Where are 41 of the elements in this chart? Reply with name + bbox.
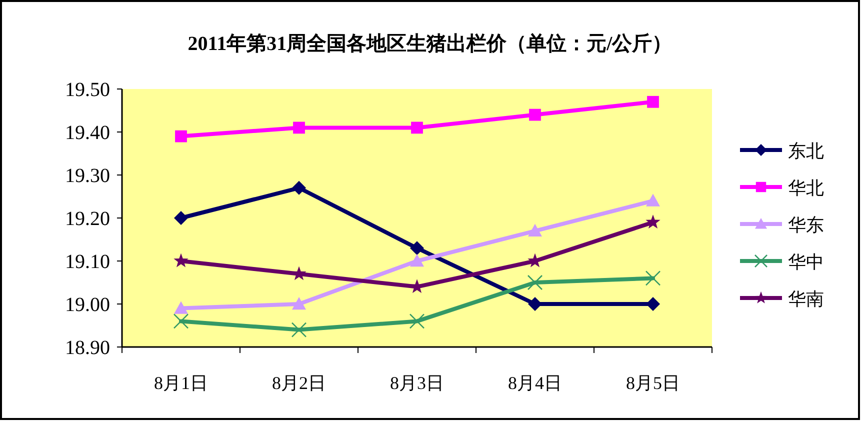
legend-label: 华中 [788,252,824,272]
point [646,194,660,206]
point [174,253,188,268]
point [409,314,425,329]
point [173,314,189,329]
point [174,301,188,314]
point [174,211,188,225]
x-tick-label: 8月1日 [154,373,208,393]
x-tick-label: 8月2日 [272,373,326,393]
point [646,214,660,229]
point [410,254,424,267]
y-tick-label: 19.50 [65,79,110,101]
point [410,241,424,256]
point [175,130,187,142]
point [645,270,661,286]
y-tick-label: 19.00 [65,294,110,316]
point [292,180,306,195]
point [292,297,306,310]
legend-label: 华东 [788,215,824,235]
point [527,274,543,290]
point [292,266,306,280]
chart-title: 2011年第31周全国各地区生猪出栏价（单位：元/公斤） [188,32,672,55]
x-tick-label: 8月3日 [390,373,444,393]
y-tick-label: 19.10 [65,251,110,273]
y-tick-label: 19.40 [65,122,110,144]
point [528,224,542,236]
point [646,297,660,311]
point [293,122,305,134]
legend-label: 华南 [788,289,824,309]
point [411,122,423,134]
x-tick-label: 8月4日 [508,373,562,393]
point [291,322,307,338]
legend-label: 东北 [788,141,824,161]
y-tick-label: 19.30 [65,165,110,187]
point [528,297,542,311]
legend-label: 华北 [788,178,824,198]
y-tick-label: 19.20 [65,208,110,230]
point [529,108,541,121]
point [647,96,659,108]
y-tick-label: 18.90 [65,337,110,359]
x-tick-label: 8月5日 [626,373,680,393]
